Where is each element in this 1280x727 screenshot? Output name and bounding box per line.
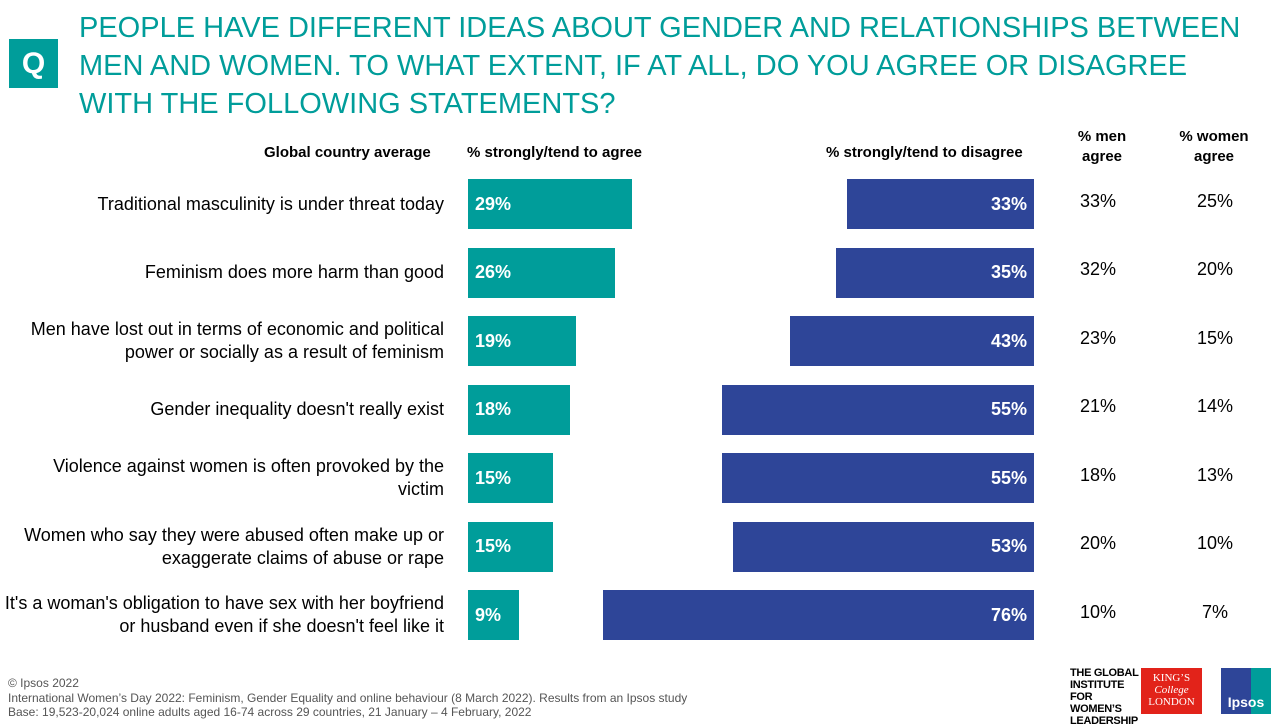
disagree-bar: 55% xyxy=(722,453,1034,503)
women-agree-value: 13% xyxy=(1196,464,1234,485)
page-title: People have different ideas about gender… xyxy=(79,12,1241,120)
col-header-disagree: % strongly/tend to disagree xyxy=(826,144,1023,161)
disagree-bar: 43% xyxy=(790,316,1034,366)
col-header-women: % women agree xyxy=(1179,128,1249,165)
men-agree-value: 21% xyxy=(1079,396,1117,416)
row-label: It's a woman's obligation to have sex wi… xyxy=(4,593,444,636)
ipsos-logo: Ipsos xyxy=(1221,668,1271,714)
row-label: Traditional masculinity is under threat … xyxy=(97,193,445,214)
women-agree-value: 14% xyxy=(1196,396,1234,416)
copyright: © Ipsos 2022 xyxy=(8,676,79,690)
row-label: Violence against women is often provoked… xyxy=(53,456,444,499)
base-note: Base: 19,523-20,024 online adults aged 1… xyxy=(8,705,532,719)
row-label: Gender inequality doesn't really exist xyxy=(150,399,444,419)
agree-bar: 18% xyxy=(468,384,571,435)
men-agree-value: 18% xyxy=(1079,464,1117,485)
men-agree-value: 20% xyxy=(1079,533,1117,553)
women-agree-value: 7% xyxy=(1201,601,1228,622)
disagree-bar: 35% xyxy=(835,247,1034,298)
disagree-bar: 53% xyxy=(733,521,1034,572)
women-agree-value: 20% xyxy=(1196,259,1234,279)
disagree-bar: 33% xyxy=(846,179,1034,229)
global-institute-logo: THE GLOBAL INSTITUTE FOR WOMEN’S LEADERS… xyxy=(1070,667,1139,727)
disagree-bar: 55% xyxy=(722,384,1034,435)
agree-bar: 15% xyxy=(468,521,554,572)
men-agree-value: 10% xyxy=(1079,601,1117,622)
men-agree-value: 23% xyxy=(1079,327,1117,348)
col-header-label: Global country average xyxy=(264,144,431,161)
question-badge: Q xyxy=(9,39,58,88)
agree-bar: 9% xyxy=(468,590,520,640)
women-agree-value: 25% xyxy=(1196,190,1234,211)
women-agree-value: 15% xyxy=(1196,327,1234,348)
men-agree-value: 32% xyxy=(1079,259,1117,279)
col-header-agree: % strongly/tend to agree xyxy=(467,144,643,161)
women-agree-value: 10% xyxy=(1196,533,1234,553)
footer: © Ipsos 2022 International Women’s Day 2… xyxy=(8,676,687,720)
agree-bar: 29% xyxy=(468,179,633,229)
source-note: International Women’s Day 2022: Feminism… xyxy=(8,690,688,705)
agree-bar: 15% xyxy=(468,453,554,503)
agree-bar: 19% xyxy=(468,316,576,366)
kings-college-logo: KING’S College LONDON xyxy=(1141,668,1202,714)
disagree-bar: 76% xyxy=(603,590,1034,640)
row-label: Men have lost out in terms of economic a… xyxy=(30,319,444,362)
row-label: Women who say they were abused often mak… xyxy=(24,524,444,568)
agree-bar: 26% xyxy=(468,247,616,298)
row-label: Feminism does more harm than good xyxy=(144,262,444,282)
col-header-men: % men agree xyxy=(1077,128,1127,165)
men-agree-value: 33% xyxy=(1079,190,1117,211)
